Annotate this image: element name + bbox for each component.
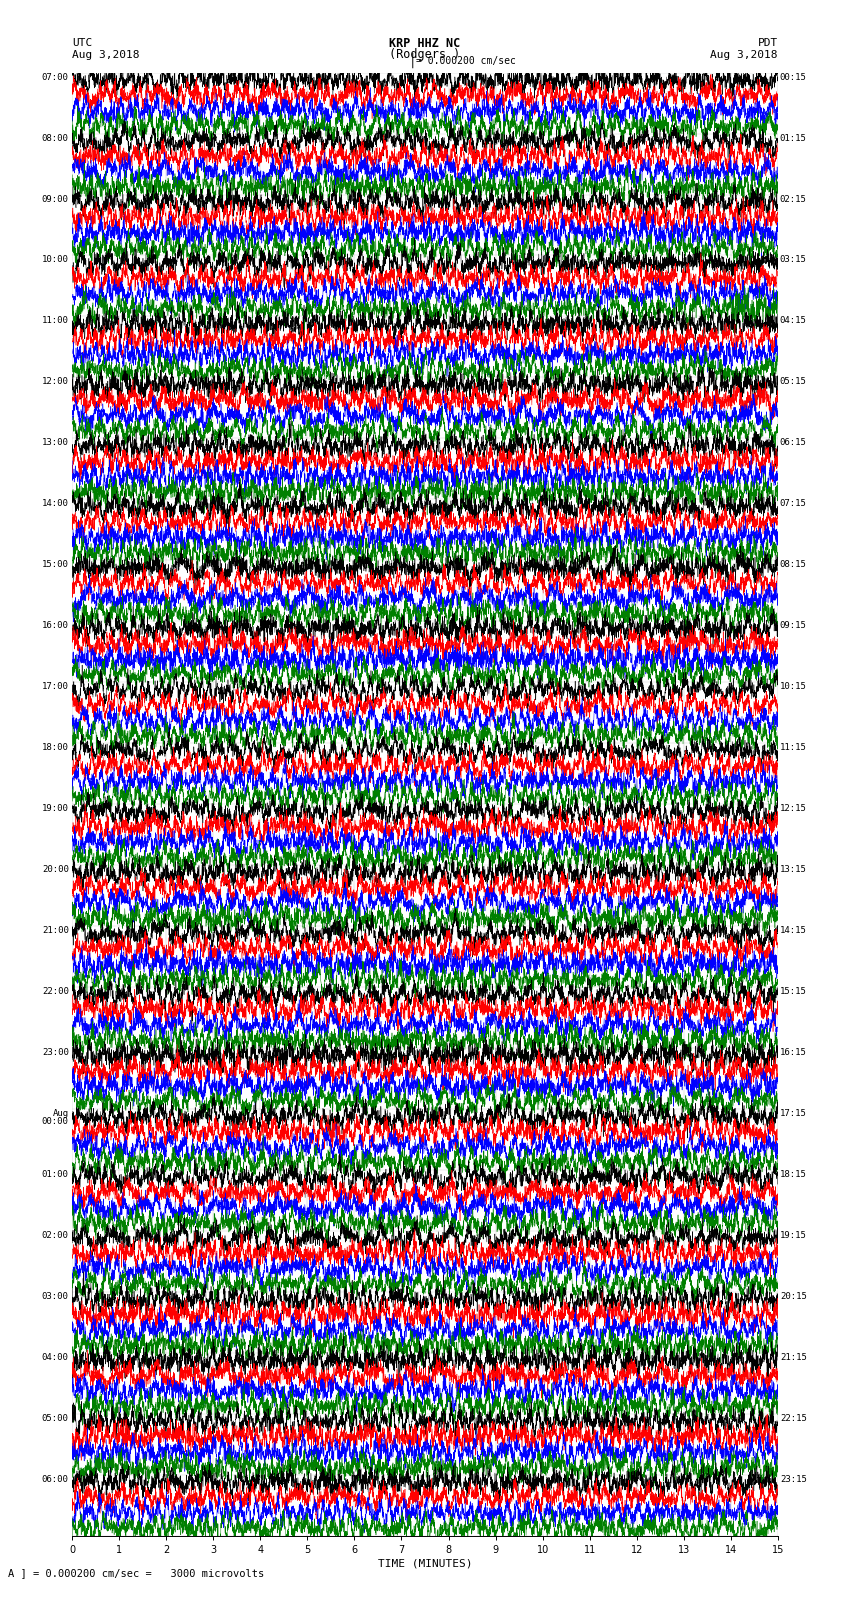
Text: 16:15: 16:15 bbox=[779, 1048, 807, 1057]
Text: 01:15: 01:15 bbox=[779, 134, 807, 142]
Text: Aug 3,2018: Aug 3,2018 bbox=[711, 50, 778, 60]
Text: A ] = 0.000200 cm/sec =   3000 microvolts: A ] = 0.000200 cm/sec = 3000 microvolts bbox=[8, 1568, 264, 1578]
Text: 03:15: 03:15 bbox=[779, 255, 807, 265]
Text: 08:15: 08:15 bbox=[779, 560, 807, 569]
Text: 18:00: 18:00 bbox=[42, 744, 69, 752]
Text: 17:15: 17:15 bbox=[779, 1108, 807, 1118]
Text: 17:00: 17:00 bbox=[42, 682, 69, 690]
Text: 04:00: 04:00 bbox=[42, 1353, 69, 1361]
Text: 20:00: 20:00 bbox=[42, 865, 69, 874]
Text: 09:15: 09:15 bbox=[779, 621, 807, 631]
Text: 18:15: 18:15 bbox=[779, 1169, 807, 1179]
Text: │: │ bbox=[409, 52, 416, 68]
Text: Aug 3,2018: Aug 3,2018 bbox=[72, 50, 139, 60]
Text: = 0.000200 cm/sec: = 0.000200 cm/sec bbox=[416, 56, 516, 66]
Text: 20:15: 20:15 bbox=[779, 1292, 807, 1300]
Text: 21:15: 21:15 bbox=[779, 1353, 807, 1361]
Text: 05:15: 05:15 bbox=[779, 377, 807, 387]
Text: 12:00: 12:00 bbox=[42, 377, 69, 387]
Text: Aug
00:00: Aug 00:00 bbox=[42, 1108, 69, 1126]
Text: 22:15: 22:15 bbox=[779, 1413, 807, 1423]
Text: KRP HHZ NC: KRP HHZ NC bbox=[389, 37, 461, 50]
Text: 02:15: 02:15 bbox=[779, 195, 807, 203]
Text: 07:00: 07:00 bbox=[42, 73, 69, 82]
Text: 01:00: 01:00 bbox=[42, 1169, 69, 1179]
Text: 00:15: 00:15 bbox=[779, 73, 807, 82]
Text: 15:00: 15:00 bbox=[42, 560, 69, 569]
Text: 03:00: 03:00 bbox=[42, 1292, 69, 1300]
Text: 11:15: 11:15 bbox=[779, 744, 807, 752]
Text: 10:00: 10:00 bbox=[42, 255, 69, 265]
Text: 04:15: 04:15 bbox=[779, 316, 807, 326]
Text: 05:00: 05:00 bbox=[42, 1413, 69, 1423]
Text: 14:00: 14:00 bbox=[42, 500, 69, 508]
Text: 23:15: 23:15 bbox=[779, 1474, 807, 1484]
Text: 22:00: 22:00 bbox=[42, 987, 69, 995]
Text: PDT: PDT bbox=[757, 39, 778, 48]
Text: 11:00: 11:00 bbox=[42, 316, 69, 326]
Text: 19:15: 19:15 bbox=[779, 1231, 807, 1240]
Text: 16:00: 16:00 bbox=[42, 621, 69, 631]
Text: (Rodgers ): (Rodgers ) bbox=[389, 48, 461, 61]
Text: 10:15: 10:15 bbox=[779, 682, 807, 690]
X-axis label: TIME (MINUTES): TIME (MINUTES) bbox=[377, 1558, 473, 1569]
Text: 06:00: 06:00 bbox=[42, 1474, 69, 1484]
Text: 02:00: 02:00 bbox=[42, 1231, 69, 1240]
Text: 13:00: 13:00 bbox=[42, 439, 69, 447]
Text: 12:15: 12:15 bbox=[779, 805, 807, 813]
Text: 14:15: 14:15 bbox=[779, 926, 807, 936]
Text: 07:15: 07:15 bbox=[779, 500, 807, 508]
Text: 21:00: 21:00 bbox=[42, 926, 69, 936]
Text: 09:00: 09:00 bbox=[42, 195, 69, 203]
Text: UTC: UTC bbox=[72, 39, 93, 48]
Text: 06:15: 06:15 bbox=[779, 439, 807, 447]
Text: 08:00: 08:00 bbox=[42, 134, 69, 142]
Text: 19:00: 19:00 bbox=[42, 805, 69, 813]
Text: 13:15: 13:15 bbox=[779, 865, 807, 874]
Text: 23:00: 23:00 bbox=[42, 1048, 69, 1057]
Text: 15:15: 15:15 bbox=[779, 987, 807, 995]
